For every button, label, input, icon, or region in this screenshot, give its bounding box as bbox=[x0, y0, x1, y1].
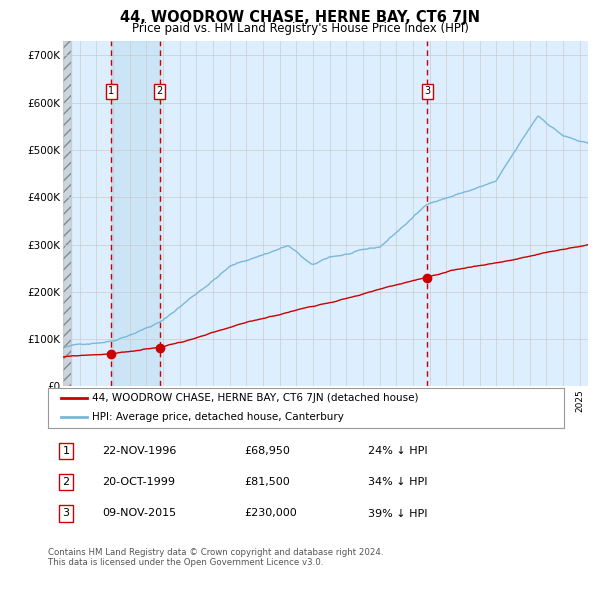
Text: 09-NOV-2015: 09-NOV-2015 bbox=[102, 509, 176, 519]
Text: £81,500: £81,500 bbox=[244, 477, 290, 487]
Text: £68,950: £68,950 bbox=[244, 446, 290, 456]
Text: 2: 2 bbox=[62, 477, 70, 487]
Text: 44, WOODROW CHASE, HERNE BAY, CT6 7JN (detached house): 44, WOODROW CHASE, HERNE BAY, CT6 7JN (d… bbox=[92, 394, 418, 404]
Text: 39% ↓ HPI: 39% ↓ HPI bbox=[368, 509, 427, 519]
Text: 20-OCT-1999: 20-OCT-1999 bbox=[102, 477, 175, 487]
Text: 3: 3 bbox=[424, 86, 430, 96]
Bar bbox=[112, 41, 160, 386]
Bar bbox=[63, 41, 71, 386]
Text: 22-NOV-1996: 22-NOV-1996 bbox=[102, 446, 176, 456]
Text: 34% ↓ HPI: 34% ↓ HPI bbox=[368, 477, 427, 487]
Bar bbox=[63, 41, 71, 386]
Text: £230,000: £230,000 bbox=[244, 509, 297, 519]
Text: Contains HM Land Registry data © Crown copyright and database right 2024.
This d: Contains HM Land Registry data © Crown c… bbox=[48, 548, 383, 567]
Text: 24% ↓ HPI: 24% ↓ HPI bbox=[368, 446, 428, 456]
Text: 3: 3 bbox=[62, 509, 70, 519]
Text: Price paid vs. HM Land Registry's House Price Index (HPI): Price paid vs. HM Land Registry's House … bbox=[131, 22, 469, 35]
Text: 1: 1 bbox=[62, 446, 70, 456]
Text: HPI: Average price, detached house, Canterbury: HPI: Average price, detached house, Cant… bbox=[92, 412, 344, 422]
Text: 1: 1 bbox=[108, 86, 115, 96]
Text: 2: 2 bbox=[157, 86, 163, 96]
Text: 44, WOODROW CHASE, HERNE BAY, CT6 7JN: 44, WOODROW CHASE, HERNE BAY, CT6 7JN bbox=[120, 10, 480, 25]
